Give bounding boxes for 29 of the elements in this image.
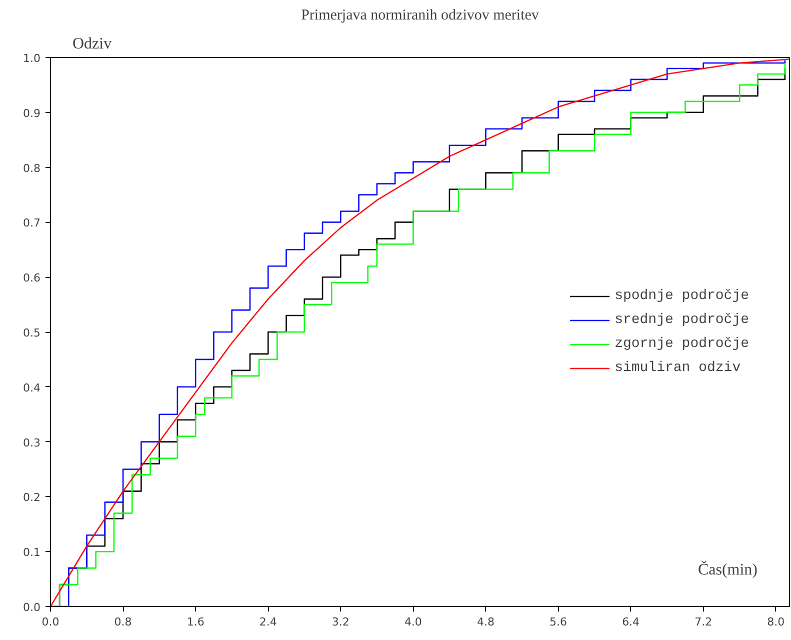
y-tick-label: 0.1: [23, 546, 41, 560]
x-axis-title: Čas(min): [698, 560, 758, 578]
x-tick-label: 3.2: [332, 616, 350, 628]
y-tick-label: 0.5: [23, 326, 41, 340]
y-axis-title: Odziv: [72, 36, 112, 52]
y-tick-label: 0.3: [23, 436, 41, 450]
y-tick-label: 0.8: [23, 162, 41, 175]
x-tick-label: 6.4: [622, 616, 640, 628]
x-tick-label: 5.6: [550, 616, 568, 628]
x-tick-label: 0.8: [114, 616, 132, 628]
x-tick-label: 8.0: [767, 616, 785, 628]
y-tick-label: 0.4: [23, 381, 41, 394]
legend-label: simuliran odziv: [614, 360, 741, 376]
y-tick-label: 0.0: [23, 601, 41, 614]
chart-title: Primerjava normiranih odzivov meritev: [301, 8, 540, 24]
y-tick-label: 0.2: [23, 491, 41, 504]
x-tick-label: 2.4: [259, 616, 277, 628]
legend-label: spodnje področje: [614, 288, 749, 304]
y-tick-label: 0.6: [23, 272, 41, 285]
x-tick-label: 1.6: [186, 616, 204, 628]
x-tick-label: 0.0: [42, 616, 60, 628]
legend-label: zgornje področje: [614, 336, 749, 352]
legend-label: srednje področje: [614, 312, 749, 328]
y-tick-label: 0.9: [23, 106, 41, 120]
x-tick-label: 4.8: [476, 616, 494, 628]
y-tick-label: 1.0: [23, 52, 41, 65]
x-tick-label: 7.2: [694, 616, 712, 628]
x-tick-label: 4.0: [404, 616, 422, 628]
y-tick-label: 0.7: [23, 216, 41, 230]
